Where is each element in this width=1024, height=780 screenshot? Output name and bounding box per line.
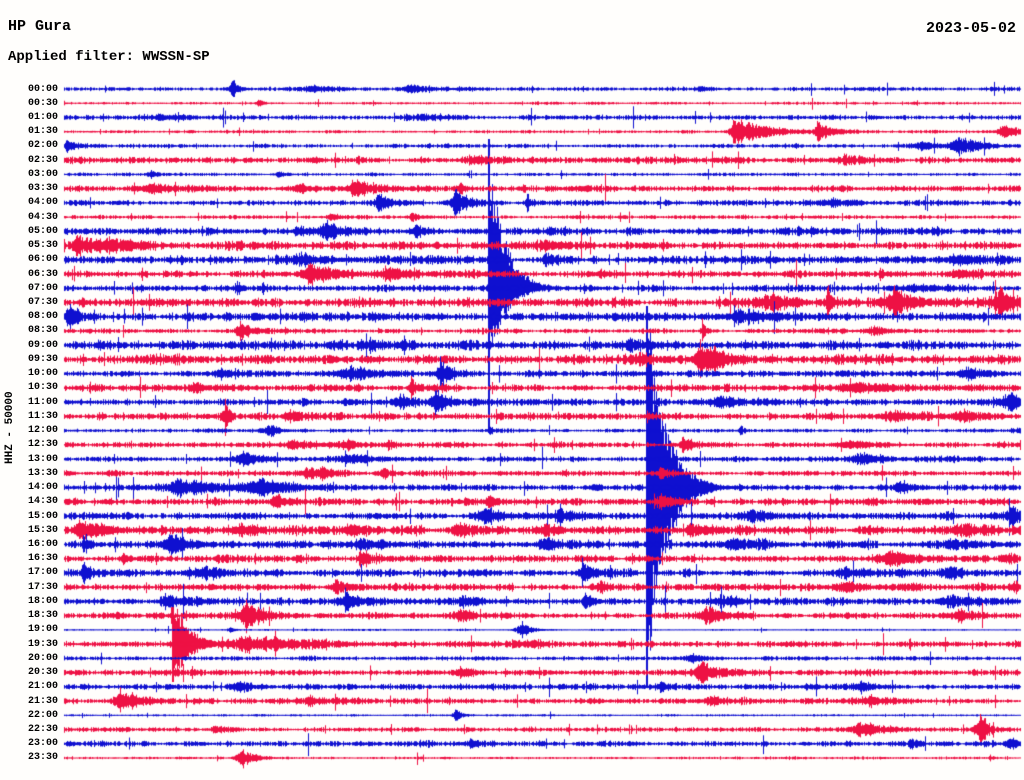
time-label-16:00: 16:00 [27, 538, 58, 550]
time-label-12:30: 12:30 [27, 439, 58, 451]
time-label-12:00: 12:00 [27, 425, 58, 437]
time-label-14:30: 14:30 [27, 496, 58, 508]
time-label-03:30: 03:30 [27, 183, 58, 195]
time-label-18:00: 18:00 [27, 595, 58, 607]
time-label-21:30: 21:30 [27, 695, 58, 707]
time-label-07:30: 07:30 [27, 297, 58, 308]
time-label-19:00: 19:00 [27, 624, 58, 636]
time-label-05:30: 05:30 [27, 240, 58, 252]
time-label-11:30: 11:30 [27, 410, 58, 422]
time-label-08:30: 08:30 [27, 325, 58, 337]
time-label-01:00: 01:00 [27, 111, 58, 123]
time-label-11:00: 11:00 [27, 396, 58, 408]
time-label-06:00: 06:00 [27, 254, 58, 266]
time-label-21:00: 21:00 [27, 681, 58, 693]
time-label-05:00: 05:00 [27, 225, 58, 237]
time-label-04:00: 04:00 [27, 197, 58, 209]
time-label-15:00: 15:00 [27, 510, 58, 522]
time-label-20:30: 20:30 [27, 667, 58, 679]
time-label-22:30: 22:30 [27, 724, 58, 736]
time-label-10:00: 10:00 [27, 368, 58, 380]
time-label-20:00: 20:00 [27, 652, 58, 664]
time-label-23:00: 23:00 [27, 738, 58, 750]
time-label-00:30: 00:30 [27, 97, 58, 109]
time-label-06:30: 06:30 [27, 268, 58, 280]
time-label-03:00: 03:00 [27, 168, 58, 180]
time-label-02:30: 02:30 [27, 154, 58, 166]
station-title: HP Gura [8, 18, 72, 35]
time-label-17:30: 17:30 [27, 581, 58, 593]
time-label-13:00: 13:00 [27, 453, 58, 465]
time-label-01:30: 01:30 [27, 126, 58, 138]
time-label-13:30: 13:30 [27, 467, 58, 479]
time-label-02:00: 02:00 [27, 140, 58, 152]
time-label-00:00: 00:00 [27, 83, 58, 95]
time-label-07:00: 07:00 [27, 282, 58, 294]
filter-label: Applied filter: WWSSN-SP [8, 49, 210, 65]
time-label-09:30: 09:30 [27, 353, 58, 365]
time-label-22:00: 22:00 [27, 709, 58, 721]
time-label-04:30: 04:30 [27, 211, 58, 223]
time-label-17:00: 17:00 [27, 567, 58, 579]
record-date: 2023-05-02 [925, 20, 1016, 37]
time-label-15:30: 15:30 [27, 524, 58, 536]
time-label-16:30: 16:30 [27, 553, 58, 565]
time-label-19:30: 19:30 [27, 638, 58, 650]
time-label-09:00: 09:00 [27, 339, 58, 351]
time-label-14:00: 14:00 [27, 482, 58, 494]
time-axis-labels: 00:00 00:30 01:00 01:30 02:00 02:30 03:00 03:30… [0, 0, 58, 780]
time-label-18:30: 18:30 [27, 610, 58, 622]
time-label-23:30: 23:30 [27, 752, 58, 764]
time-label-08:00: 08:00 [27, 311, 58, 323]
time-label-10:30: 10:30 [27, 382, 58, 394]
